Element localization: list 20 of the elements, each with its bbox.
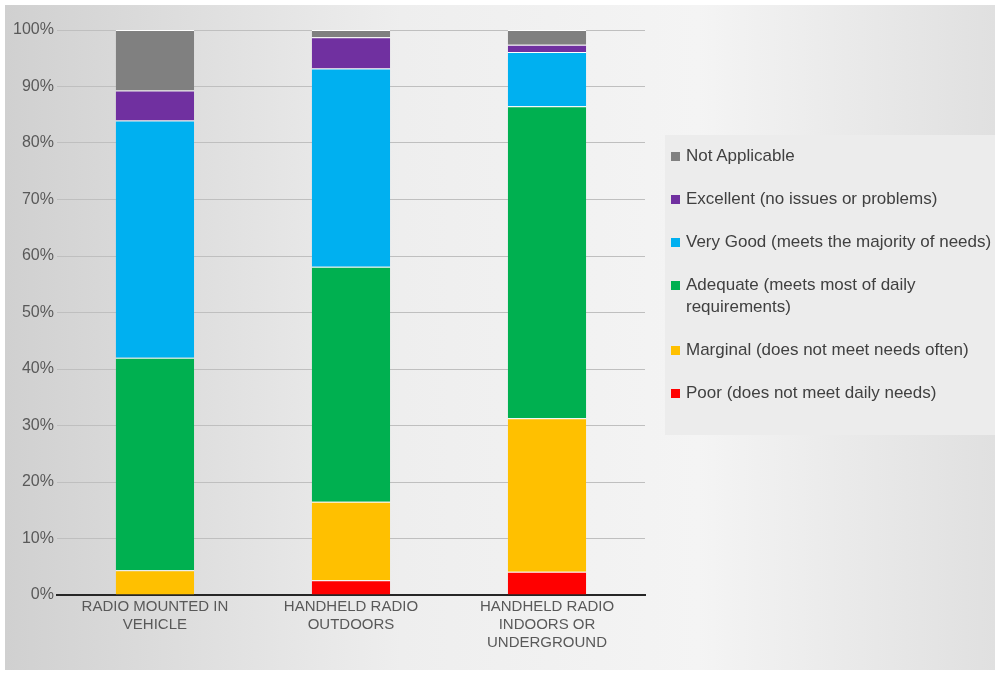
legend-label: Not Applicable [686, 145, 795, 167]
x-tick-label: RADIO MOUNTED IN VEHICLE [81, 597, 229, 633]
legend-label: Very Good (meets the majority of needs) [686, 231, 992, 253]
legend-label: Poor (does not meet daily needs) [686, 382, 937, 404]
legend-label: Adequate (meets most of daily requirements) [686, 274, 917, 318]
x-tick-label: HANDHELD RADIO INDOORS OR UNDERGROUND [479, 597, 615, 651]
y-tick-label: 0% [30, 585, 54, 603]
y-tick-label: 80% [21, 133, 54, 151]
y-tick-label: 60% [21, 246, 54, 264]
y-tick-label: 40% [21, 359, 54, 377]
y-tick-label: 20% [21, 472, 54, 490]
y-tick-label: 30% [21, 415, 54, 433]
legend-label: Marginal (does not meet needs often) [686, 339, 969, 361]
x-tick-label: HANDHELD RADIO OUTDOORS [283, 597, 419, 633]
y-tick-label: 10% [21, 528, 54, 546]
y-tick-label: 70% [21, 189, 54, 207]
y-tick-label: 100% [13, 20, 54, 38]
y-tick-label: 50% [21, 302, 54, 320]
legend-label: Excellent (no issues or problems) [686, 188, 938, 210]
y-tick-label: 90% [21, 76, 54, 94]
